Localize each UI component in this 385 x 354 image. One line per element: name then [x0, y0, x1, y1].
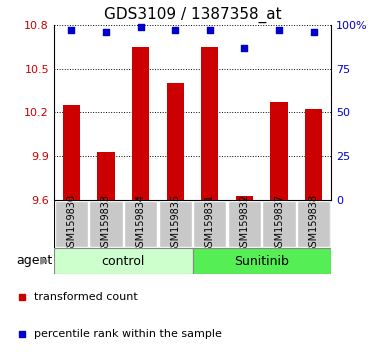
Bar — [193, 201, 226, 247]
Bar — [192, 248, 331, 274]
Text: GSM159835: GSM159835 — [170, 194, 180, 253]
Text: GSM159831: GSM159831 — [205, 194, 215, 253]
Text: transformed count: transformed count — [33, 292, 137, 302]
Point — [207, 27, 213, 33]
Bar — [124, 201, 157, 247]
Point — [241, 45, 248, 50]
Bar — [297, 201, 330, 247]
Point — [311, 29, 317, 35]
Bar — [89, 201, 122, 247]
Bar — [167, 83, 184, 200]
Text: control: control — [102, 255, 145, 268]
Point — [68, 27, 74, 33]
Text: GSM159837: GSM159837 — [274, 194, 284, 253]
Text: GSM159830: GSM159830 — [66, 194, 76, 253]
Point — [103, 29, 109, 35]
Text: agent: agent — [16, 254, 52, 267]
Bar — [97, 152, 115, 200]
Bar — [228, 201, 261, 247]
Bar — [305, 109, 323, 200]
Bar — [132, 47, 149, 200]
Bar — [271, 102, 288, 200]
Text: GSM159833: GSM159833 — [101, 194, 111, 253]
Point — [137, 24, 144, 29]
Bar — [62, 105, 80, 200]
Title: GDS3109 / 1387358_at: GDS3109 / 1387358_at — [104, 7, 281, 23]
Bar — [54, 248, 192, 274]
Bar — [236, 196, 253, 200]
Text: Sunitinib: Sunitinib — [234, 255, 289, 268]
Text: GSM159834: GSM159834 — [136, 194, 146, 253]
Text: GSM159838: GSM159838 — [309, 194, 319, 253]
Bar — [263, 201, 296, 247]
Point — [172, 27, 178, 33]
Point — [276, 27, 282, 33]
Bar — [55, 201, 88, 247]
Bar — [201, 47, 219, 200]
Text: percentile rank within the sample: percentile rank within the sample — [33, 329, 221, 339]
Bar — [159, 201, 192, 247]
Text: GSM159832: GSM159832 — [239, 194, 249, 253]
